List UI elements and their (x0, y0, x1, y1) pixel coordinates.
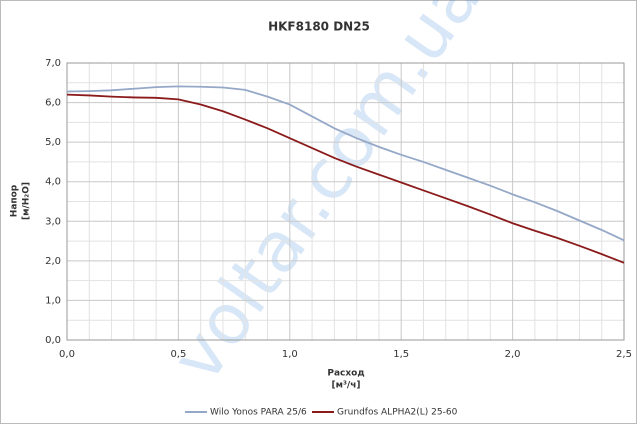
legend-label: Grundfos ALPHA2(L) 25-60 (337, 408, 458, 418)
y-axis-label: Напор (10, 184, 20, 217)
plot-frame (66, 62, 625, 341)
series-line (66, 85, 625, 242)
x-tick-label: 2,5 (616, 349, 632, 360)
y-tick-label: 7,0 (45, 58, 61, 69)
x-tick-label: 1,5 (393, 349, 409, 360)
x-axis-label: Расход (327, 369, 364, 379)
y-tick-label: 2,0 (45, 256, 61, 267)
x-tick-label: 2,0 (505, 349, 521, 360)
y-tick-label: 3,0 (45, 216, 61, 227)
y-tick-label: 5,0 (45, 137, 61, 148)
y-tick-label: 6,0 (45, 98, 61, 109)
y-tick-label: 0,0 (45, 335, 61, 346)
x-tick-label: 0,5 (170, 349, 186, 360)
x-tick-label: 0,0 (59, 349, 75, 360)
legend-label: Wilo Yonos PARA 25/6 (210, 408, 307, 418)
y-tick-label: 1,0 (45, 295, 61, 306)
chart-title: HKF8180 DN25 (268, 20, 370, 34)
x-axis-label: [м³/ч] (332, 381, 361, 391)
y-tick-label: 4,0 (45, 177, 61, 188)
x-tick-label: 1,0 (282, 349, 298, 360)
series-line (66, 93, 625, 264)
y-axis-label: [м/H₂O] (22, 182, 32, 220)
